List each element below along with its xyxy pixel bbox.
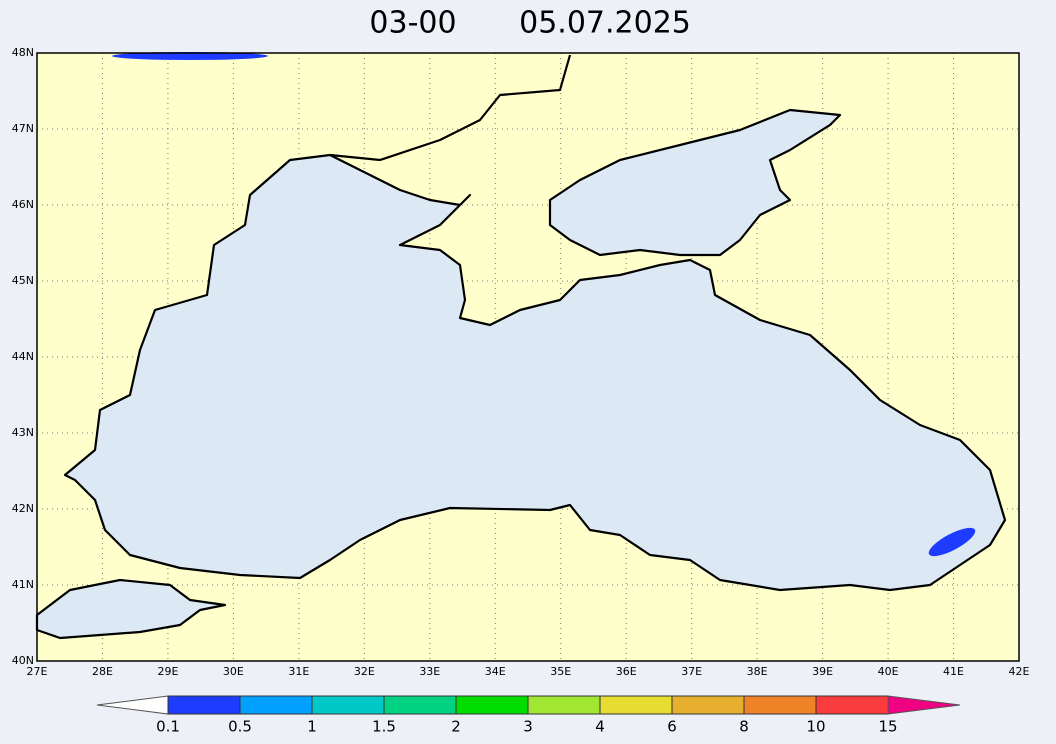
latitude-label: 42N [12, 502, 34, 515]
colorbar-label: 6 [667, 718, 677, 736]
colorbar-box [599, 695, 673, 715]
colorbar-box [815, 695, 889, 715]
colorbar-label: 10 [806, 718, 825, 736]
latitude-label: 47N [12, 122, 34, 135]
colorbar-label: 0.5 [228, 718, 252, 736]
colorbar-box [743, 695, 817, 715]
latitude-label: 44N [12, 350, 34, 363]
colorbar-label: 0.1 [156, 718, 180, 736]
colorbar-box [383, 695, 457, 715]
latitude-label: 43N [12, 426, 34, 439]
colorbar-box [239, 695, 313, 715]
colorbar-box [527, 695, 601, 715]
longitude-label: 29E [157, 665, 178, 678]
longitude-label: 30E [223, 665, 244, 678]
latitude-label: 48N [12, 46, 34, 59]
longitude-label: 31E [288, 665, 309, 678]
colorbar-box [671, 695, 745, 715]
colorbar-label: 8 [739, 718, 749, 736]
colorbar-label: 1.5 [372, 718, 396, 736]
map-frame [36, 52, 1020, 662]
longitude-label: 35E [550, 665, 571, 678]
longitude-label: 38E [747, 665, 768, 678]
latitude-label: 45N [12, 274, 34, 287]
longitude-label: 32E [354, 665, 375, 678]
colorbar-arrow [96, 695, 169, 715]
colorbar-label: 15 [878, 718, 897, 736]
latitude-label: 41N [12, 578, 34, 591]
marmara-sea [35, 578, 227, 640]
dnieper-coast [329, 54, 572, 162]
colorbar-box [455, 695, 529, 715]
black-sea [63, 153, 1007, 592]
latitude-label: 46N [12, 198, 34, 211]
longitude-label: 33E [419, 665, 440, 678]
colorbar: 0.1 0.5 1 1.5 2 3 4 6 8 10 15 [96, 695, 961, 736]
forecast-time: 03-00 [369, 6, 456, 41]
colorbar-arrow [887, 695, 961, 715]
longitude-label: 27E [27, 665, 48, 678]
longitude-label: 34E [485, 665, 506, 678]
colorbar-box [167, 695, 241, 715]
longitude-label: 41E [943, 665, 964, 678]
longitude-label: 28E [92, 665, 113, 678]
colorbar-label: 3 [523, 718, 533, 736]
longitude-label: 39E [812, 665, 833, 678]
longitude-label: 36E [616, 665, 637, 678]
colorbar-label: 1 [307, 718, 317, 736]
rain-area [112, 52, 268, 60]
colorbar-label: 4 [595, 718, 605, 736]
longitude-label: 42E [1009, 665, 1030, 678]
rain-area [928, 527, 976, 557]
longitude-label: 37E [681, 665, 702, 678]
latitude-label: 40N [12, 654, 34, 667]
azov-sea [548, 108, 842, 257]
forecast-date: 05.07.2025 [519, 6, 691, 41]
colorbar-label: 2 [451, 718, 461, 736]
colorbar-box [311, 695, 385, 715]
longitude-label: 40E [878, 665, 899, 678]
